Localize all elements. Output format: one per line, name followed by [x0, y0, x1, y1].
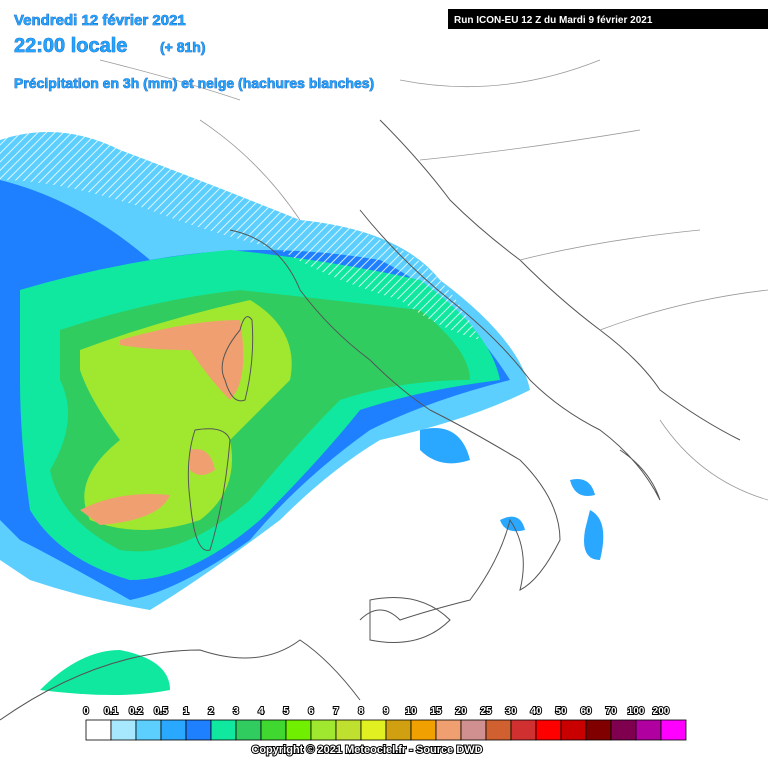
legend-label: 9: [383, 706, 389, 717]
legend-label: 1: [183, 706, 189, 717]
legend: 0 0.1 0.2 0.5 1 2 3 4 5 6 7 8 9 10 15 20 25 30 40 50 60 70 100…: [82, 705, 687, 741]
legend-swatch: [85, 719, 112, 741]
legend-swatch: [160, 719, 187, 741]
legend-swatch: [135, 719, 162, 741]
run-info: Run ICON-EU 12 Z du Mardi 9 février 2021: [454, 15, 653, 26]
legend-label: 20: [455, 706, 467, 717]
legend-label: 3: [233, 706, 239, 717]
time: 22:00 locale: [14, 35, 127, 57]
legend-swatch: [285, 719, 312, 741]
legend-swatch: [335, 719, 362, 741]
legend-swatch: [610, 719, 637, 741]
legend-swatch: [360, 719, 387, 741]
legend-swatch: [535, 719, 562, 741]
legend-label: 15: [430, 706, 442, 717]
legend-swatch: [185, 719, 212, 741]
legend-swatch: [510, 719, 537, 741]
legend-swatch: [235, 719, 262, 741]
legend-label: 100: [628, 706, 645, 717]
legend-label: 0: [83, 706, 89, 717]
title-block: Vendredi 12 février 2021 22:00 locale (+…: [14, 9, 768, 91]
legend-label: 10: [405, 706, 417, 717]
legend-label: 25: [480, 706, 492, 717]
legend-label: 6: [308, 706, 314, 717]
legend-swatch: [260, 719, 287, 741]
legend-label: 70: [605, 706, 617, 717]
legend-label: 0.1: [104, 706, 118, 717]
legend-label: 8: [358, 706, 364, 717]
legend-label: 40: [530, 706, 542, 717]
lead-time: (+ 81h): [160, 39, 206, 55]
legend-label: 5: [283, 706, 289, 717]
legend-label: 2: [208, 706, 214, 717]
legend-swatch: [585, 719, 612, 741]
legend-swatch: [635, 719, 662, 741]
legend-label: 4: [258, 706, 264, 717]
legend-swatch: [485, 719, 512, 741]
legend-label: 0.2: [129, 706, 143, 717]
precipitation: [0, 117, 604, 695]
legend-label: 30: [505, 706, 517, 717]
legend-swatch: [560, 719, 587, 741]
legend-swatch: [410, 719, 437, 741]
legend-swatch: [310, 719, 337, 741]
coastlines: [0, 59, 768, 721]
legend-label: 200: [653, 706, 670, 717]
legend-swatch: [435, 719, 462, 741]
legend-label: 0.5: [154, 706, 168, 717]
legend-label: 7: [333, 706, 339, 717]
legend-label: 50: [555, 706, 567, 717]
legend-label: 60: [580, 706, 592, 717]
subtitle: Précipitation en 3h (mm) et neige (hachu…: [14, 75, 374, 91]
legend-swatch: [385, 719, 412, 741]
legend-swatch: [110, 719, 137, 741]
copyright: Copyright © 2021 Meteociel.fr - Source D…: [251, 744, 482, 756]
legend-swatch: [210, 719, 237, 741]
run-banner: [448, 9, 768, 29]
date: Vendredi 12 février 2021: [14, 12, 186, 29]
legend-swatch: [460, 719, 487, 741]
legend-swatch: [660, 719, 687, 741]
